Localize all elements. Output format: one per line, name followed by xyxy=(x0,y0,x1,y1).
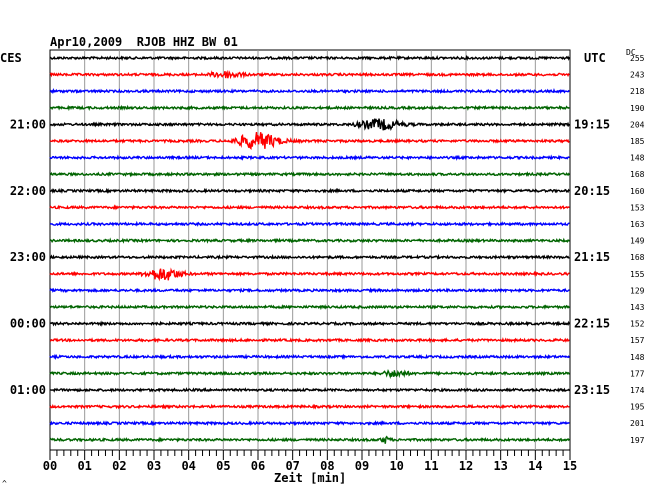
dc-value: 143 xyxy=(630,303,645,312)
right-time-label: 22:15 xyxy=(574,317,610,331)
dc-value: 148 xyxy=(630,154,645,163)
dc-value: 177 xyxy=(630,369,645,378)
left-time-label: 21:00 xyxy=(10,117,46,131)
x-tick-label: 12 xyxy=(459,459,473,473)
trace-line xyxy=(49,237,571,244)
trace-line xyxy=(49,253,570,261)
trace-line xyxy=(49,420,570,427)
left-time-label: 01:00 xyxy=(10,383,46,397)
dc-value: 163 xyxy=(630,220,645,229)
dc-value: 152 xyxy=(630,320,645,329)
trace-line xyxy=(49,118,571,131)
x-tick-label: 04 xyxy=(181,459,195,473)
x-tick-label: 00 xyxy=(43,459,57,473)
left-time-label: 00:00 xyxy=(10,317,46,331)
trace-line xyxy=(49,267,570,282)
trace-line xyxy=(49,154,570,161)
trace-line xyxy=(49,369,571,379)
dc-value: 204 xyxy=(630,120,645,129)
right-time-label: 21:15 xyxy=(574,250,610,264)
dc-value: 153 xyxy=(630,203,645,212)
right-axis-label: UTC xyxy=(584,51,606,65)
plot-frame xyxy=(49,49,571,451)
left-time-label: 23:00 xyxy=(10,250,46,264)
trace-line xyxy=(49,220,570,228)
right-time-label: 19:15 xyxy=(574,117,610,131)
dc-value: 157 xyxy=(630,336,645,345)
x-tick-label: 05 xyxy=(216,459,230,473)
trace-line xyxy=(49,54,571,62)
dc-value: 243 xyxy=(630,71,645,80)
trace-line xyxy=(49,204,570,211)
dc-value: 185 xyxy=(630,137,645,146)
trace-line xyxy=(49,132,570,150)
trace-line xyxy=(49,104,570,112)
x-tick-label: 06 xyxy=(251,459,265,473)
trace-line xyxy=(49,287,570,294)
trace-line xyxy=(49,337,570,344)
left-axis-label: CES xyxy=(0,51,22,65)
dc-label: DC xyxy=(626,48,636,57)
trace-line xyxy=(49,187,570,194)
x-tick-label: 09 xyxy=(355,459,369,473)
dc-value: 195 xyxy=(630,403,645,412)
trace-line xyxy=(49,403,570,410)
x-axis-label: Zeit [min] xyxy=(274,471,347,485)
x-tick-label: 03 xyxy=(147,459,161,473)
trace-line xyxy=(49,320,571,327)
dc-value: 197 xyxy=(630,436,645,445)
header-date: Apr10,2009 xyxy=(50,35,123,49)
trace-line xyxy=(49,171,571,178)
dc-value: 155 xyxy=(630,270,645,279)
x-tick-label: 07 xyxy=(285,459,299,473)
dc-value: 148 xyxy=(630,353,645,362)
trace-line xyxy=(49,70,570,80)
x-tick-label: 13 xyxy=(493,459,507,473)
dc-value: 218 xyxy=(630,87,645,96)
dc-value: 168 xyxy=(630,170,645,179)
dc-value: 168 xyxy=(630,253,645,262)
x-tick-label: 15 xyxy=(563,459,577,473)
dc-value: 129 xyxy=(630,286,645,295)
right-time-label: 20:15 xyxy=(574,184,610,198)
x-tick-label: 01 xyxy=(77,459,91,473)
left-time-label: 22:00 xyxy=(10,184,46,198)
dc-value: 201 xyxy=(630,419,645,428)
dc-value: 174 xyxy=(630,386,645,395)
footer-mark: ^ xyxy=(2,479,7,488)
x-tick-label: 02 xyxy=(112,459,126,473)
dc-value: 149 xyxy=(630,237,645,246)
x-tick-label: 10 xyxy=(389,459,403,473)
trace-line xyxy=(49,435,570,444)
dc-value: 190 xyxy=(630,104,645,113)
x-tick-label: 14 xyxy=(528,459,542,473)
trace-line xyxy=(50,387,571,393)
trace-line xyxy=(49,88,570,95)
trace-line xyxy=(49,304,570,311)
x-tick-label: 11 xyxy=(424,459,438,473)
station-header: Apr10,2009 RJOB HHZ BW 01 xyxy=(50,36,238,48)
dc-value: 255 xyxy=(630,54,645,63)
right-time-label: 23:15 xyxy=(574,383,610,397)
trace-line xyxy=(49,353,571,361)
x-tick-label: 08 xyxy=(320,459,334,473)
dc-value: 160 xyxy=(630,187,645,196)
header-station: RJOB HHZ BW 01 xyxy=(136,35,238,49)
